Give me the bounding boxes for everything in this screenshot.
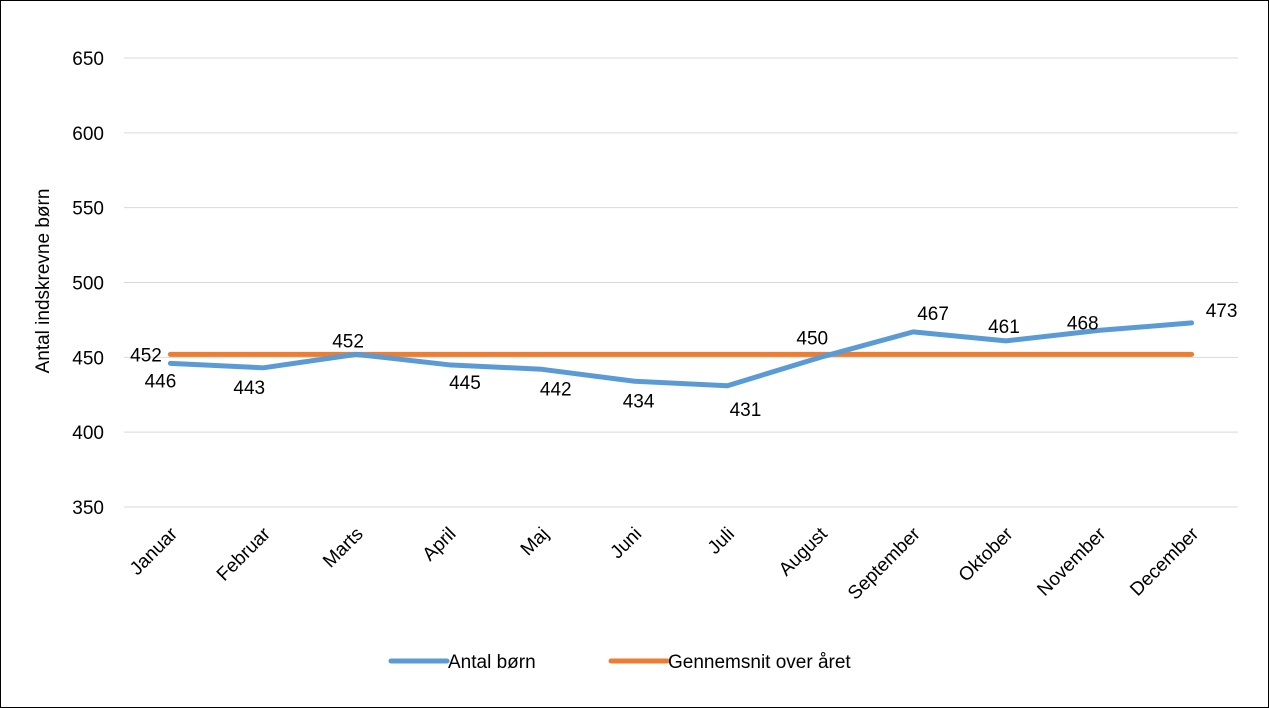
x-tick-label: Februar bbox=[213, 523, 275, 585]
data-label: 461 bbox=[988, 317, 1020, 338]
legend-label-antal-born: Antal børn bbox=[448, 652, 536, 673]
y-axis-ticks: 350 400 450 500 550 600 650 bbox=[72, 49, 104, 519]
data-label: 473 bbox=[1206, 301, 1238, 322]
y-tick-label: 500 bbox=[72, 274, 104, 295]
y-tick-label: 450 bbox=[72, 348, 104, 369]
y-tick-label: 650 bbox=[72, 49, 104, 70]
x-tick-label: April bbox=[419, 524, 461, 566]
data-labels: 446 443 452 445 442 434 431 450 467 461 468 473 452 bbox=[130, 301, 1237, 421]
x-tick-label: Juni bbox=[607, 524, 646, 563]
series-line-antal-born bbox=[167, 320, 1195, 389]
data-label: 468 bbox=[1067, 313, 1099, 334]
data-label: 452 bbox=[332, 331, 364, 352]
x-tick-label: August bbox=[775, 523, 832, 580]
y-axis-label: Antal indskrevne børn bbox=[33, 189, 54, 374]
x-tick-label: Marts bbox=[319, 524, 367, 572]
data-label: 431 bbox=[730, 400, 762, 421]
y-tick-label: 350 bbox=[72, 498, 104, 519]
y-tick-label: 550 bbox=[72, 199, 104, 220]
x-tick-label: Maj bbox=[517, 524, 554, 561]
x-tick-label: December bbox=[1126, 523, 1203, 600]
data-label: 450 bbox=[796, 328, 828, 349]
legend: Antal børn Gennemsnit over året bbox=[388, 652, 851, 673]
data-label: 467 bbox=[917, 304, 949, 325]
x-axis-ticks: Januar Februar Marts April Maj Juni Juli August… bbox=[126, 523, 1204, 604]
x-tick-label: Oktober bbox=[955, 523, 1018, 586]
x-tick-label: Januar bbox=[126, 523, 182, 579]
x-tick-label: September bbox=[844, 523, 925, 604]
data-label: 446 bbox=[145, 371, 177, 392]
data-label: 445 bbox=[449, 373, 481, 394]
data-label-average: 452 bbox=[130, 345, 162, 366]
series-lines bbox=[167, 320, 1195, 389]
y-tick-label: 400 bbox=[72, 423, 104, 444]
data-label: 434 bbox=[623, 391, 655, 412]
x-tick-label: Juli bbox=[704, 524, 739, 559]
gridlines bbox=[124, 57, 1238, 508]
data-label: 443 bbox=[233, 378, 265, 399]
y-tick-label: 600 bbox=[72, 124, 104, 145]
data-label: 442 bbox=[540, 379, 572, 400]
x-tick-label: November bbox=[1033, 523, 1110, 600]
legend-label-average: Gennemsnit over året bbox=[668, 652, 851, 673]
